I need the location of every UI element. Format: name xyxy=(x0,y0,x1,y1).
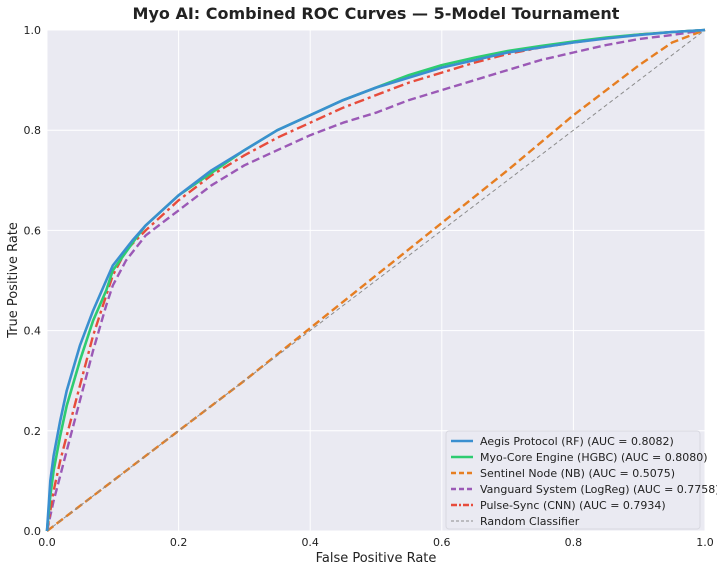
legend: Aegis Protocol (RF) (AUC = 0.8082) Myo-Co… xyxy=(445,430,717,530)
y-tick-label: 0.8 xyxy=(24,124,42,137)
x-axis-label: False Positive Rate xyxy=(316,551,437,566)
legend-label: Pulse-Sync (CNN) (AUC = 0.7934) xyxy=(480,499,666,512)
tick-labels: 0.0 0.2 0.4 0.6 0.8 1.0 0.0 0.2 0.4 0.6 0.8 1.0 xyxy=(24,24,714,549)
x-tick-label: 0.8 xyxy=(565,536,583,549)
legend-label: Sentinel Node (NB) (AUC = 0.5075) xyxy=(480,467,675,480)
x-tick-label: 1.0 xyxy=(696,536,714,549)
x-tick-label: 0.6 xyxy=(433,536,451,549)
legend-label: Random Classifier xyxy=(480,515,580,528)
series-line-3 xyxy=(45,28,706,532)
y-tick-label: 0.6 xyxy=(24,224,42,237)
grid xyxy=(46,29,706,532)
series-line-0 xyxy=(45,28,706,532)
x-tick-label: 0.4 xyxy=(301,536,319,549)
x-tick-label: 0.0 xyxy=(38,536,56,549)
y-tick-label: 0.0 xyxy=(24,525,42,538)
y-tick-label: 1.0 xyxy=(24,24,42,37)
series-layer xyxy=(45,28,706,532)
legend-label: Vanguard System (LogReg) (AUC = 0.7758) xyxy=(480,483,717,496)
legend-box xyxy=(445,430,701,530)
series-line-5 xyxy=(46,29,706,532)
x-tick-label: 0.2 xyxy=(170,536,188,549)
y-axis-label: True Positive Rate xyxy=(6,222,21,339)
legend-label: Myo-Core Engine (HGBC) (AUC = 0.8080) xyxy=(480,451,708,464)
series-line-2 xyxy=(46,28,706,532)
y-tick-label: 0.4 xyxy=(24,325,42,338)
y-tick-label: 0.2 xyxy=(24,425,42,438)
legend-label: Aegis Protocol (RF) (AUC = 0.8082) xyxy=(480,435,674,448)
chart-title: Myo AI: Combined ROC Curves — 5-Model To… xyxy=(133,4,620,23)
